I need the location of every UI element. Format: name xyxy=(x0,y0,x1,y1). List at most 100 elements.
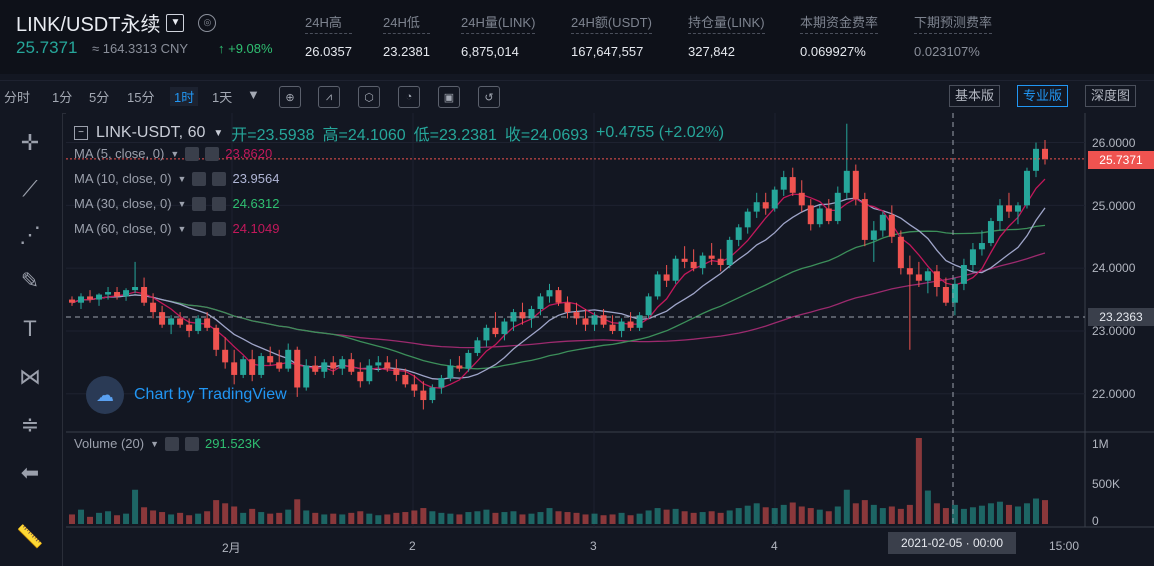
symbol-selector[interactable]: LINK/USDT永续 ▼ ◎ xyxy=(16,8,217,37)
volume-bar xyxy=(870,504,877,524)
legend-dropdown-icon[interactable]: ▼ xyxy=(213,127,224,139)
volume-bar xyxy=(249,508,256,524)
last-price: 25.7371 xyxy=(16,38,78,57)
stat-funding-rate: 本期资金费率 0.069927% xyxy=(800,12,879,59)
collapse-icon[interactable]: − xyxy=(74,126,88,140)
brush-icon[interactable]: ✎ xyxy=(20,268,40,293)
candle-body xyxy=(699,255,706,269)
candle-body xyxy=(744,211,751,228)
chart-type-icon[interactable]: ⩘ xyxy=(318,86,340,108)
interval-1d[interactable]: 1天 xyxy=(212,90,233,105)
volume-bar xyxy=(483,509,490,524)
candle-body xyxy=(843,170,850,193)
candle-body xyxy=(654,274,661,297)
candle-body xyxy=(564,302,571,313)
candle-body xyxy=(474,340,481,353)
crosshair-icon[interactable]: ✛ xyxy=(20,130,40,155)
volume-bar xyxy=(132,489,139,524)
volume-bar xyxy=(600,515,607,524)
candle-body xyxy=(285,349,292,369)
candle-body xyxy=(726,239,733,266)
candle-body xyxy=(168,318,175,325)
interval-1h[interactable]: 1时 xyxy=(170,87,199,106)
ma60-legend[interactable]: MA (60, close, 0) ▼ 24.1049 xyxy=(74,221,280,236)
ma10-legend[interactable]: MA (10, close, 0) ▼ 23.9564 xyxy=(74,171,280,186)
candle-body xyxy=(501,321,508,335)
candle-body xyxy=(141,287,148,303)
volume-bar xyxy=(969,507,976,524)
volume-bar xyxy=(474,511,481,524)
volume-bar xyxy=(654,508,661,524)
clock-icon[interactable]: ◔ xyxy=(398,86,420,108)
gear-icon xyxy=(192,171,207,186)
reset-icon[interactable]: ↺ xyxy=(478,86,500,108)
candle-body xyxy=(231,362,238,375)
measure-icon[interactable]: ≑ xyxy=(20,412,40,437)
volume-bar xyxy=(942,508,949,524)
pattern-icon[interactable]: ⋈ xyxy=(19,364,41,389)
candle-body xyxy=(402,374,409,385)
volume-bar xyxy=(897,508,904,524)
candle-body xyxy=(978,243,985,250)
volume-bar xyxy=(303,510,310,524)
x-tick: 3 xyxy=(590,539,597,553)
view-basic-button[interactable]: 基本版 xyxy=(949,85,1001,107)
volume-bar xyxy=(717,512,724,524)
volume-bar xyxy=(159,512,166,524)
volume-bar xyxy=(114,515,121,524)
interval-15m[interactable]: 15分 xyxy=(127,90,155,105)
interval-5m[interactable]: 5分 xyxy=(89,90,110,105)
legend-close: 收=24.0693 xyxy=(504,127,589,144)
text-icon[interactable]: T xyxy=(23,316,37,341)
candle-body xyxy=(87,296,94,300)
volume-bar xyxy=(456,514,463,524)
volume-bar xyxy=(1042,500,1048,524)
back-arrow-icon[interactable]: ⬅ xyxy=(20,460,40,485)
volume-bar xyxy=(537,512,544,524)
volume-bar xyxy=(96,512,103,524)
y-tick: 26.0000 xyxy=(1092,136,1136,150)
candle-body xyxy=(618,321,625,331)
volume-bar xyxy=(312,512,319,524)
candle-body xyxy=(645,296,652,316)
candle-body xyxy=(411,384,418,391)
pitchfork-icon[interactable]: ⋰ xyxy=(19,222,41,247)
compass-icon[interactable]: ◎ xyxy=(198,13,217,32)
volume-bar xyxy=(69,514,75,524)
volume-bar xyxy=(267,513,274,524)
candle-body xyxy=(105,292,112,295)
candle-body xyxy=(627,321,634,328)
ma5-legend[interactable]: MA (5, close, 0) ▼ 23.8620 xyxy=(74,146,273,161)
volume-bar xyxy=(87,516,94,524)
add-indicator-icon[interactable]: ⊕ xyxy=(279,86,301,108)
volume-bar xyxy=(384,514,391,524)
volume-bar xyxy=(447,513,454,524)
view-pro-button[interactable]: 专业版 xyxy=(1017,85,1069,107)
stat-24h-turnover: 24H额(USDT) 167,647,557 xyxy=(571,12,652,59)
interval-more-icon[interactable]: ▼ xyxy=(247,87,260,102)
volume-bar xyxy=(546,508,553,524)
volume-bar xyxy=(339,514,346,524)
ruler-icon[interactable]: 📏 xyxy=(16,524,44,549)
drawing-toolbar: ✛ ⟋ ⋰ ✎ T ⋈ ≑ ⬅ 📏 xyxy=(0,113,63,566)
candle-body xyxy=(951,283,958,303)
view-depth-button[interactable]: 深度图 xyxy=(1085,85,1137,107)
candle-body xyxy=(1023,170,1030,206)
candle-body xyxy=(321,362,328,372)
ma30-legend[interactable]: MA (30, close, 0) ▼ 24.6312 xyxy=(74,196,280,211)
settings-icon[interactable]: ⬡ xyxy=(358,86,380,108)
volume-bar xyxy=(105,511,112,524)
candle-body xyxy=(375,362,382,366)
volume-legend[interactable]: Volume (20) ▼ 291.523K xyxy=(74,436,261,451)
volume-bar xyxy=(933,503,940,524)
trendline-icon[interactable]: ⟋ xyxy=(22,176,38,201)
volume-bar xyxy=(735,508,742,524)
candle-body xyxy=(132,287,139,291)
screenshot-icon[interactable]: ▣ xyxy=(438,86,460,108)
candle-body xyxy=(555,290,562,303)
interval-1m[interactable]: 1分 xyxy=(52,90,73,105)
chevron-down-icon[interactable]: ▼ xyxy=(166,13,185,32)
interval-tick[interactable]: 分时 xyxy=(4,90,31,105)
x-tick: 4 xyxy=(771,539,778,553)
